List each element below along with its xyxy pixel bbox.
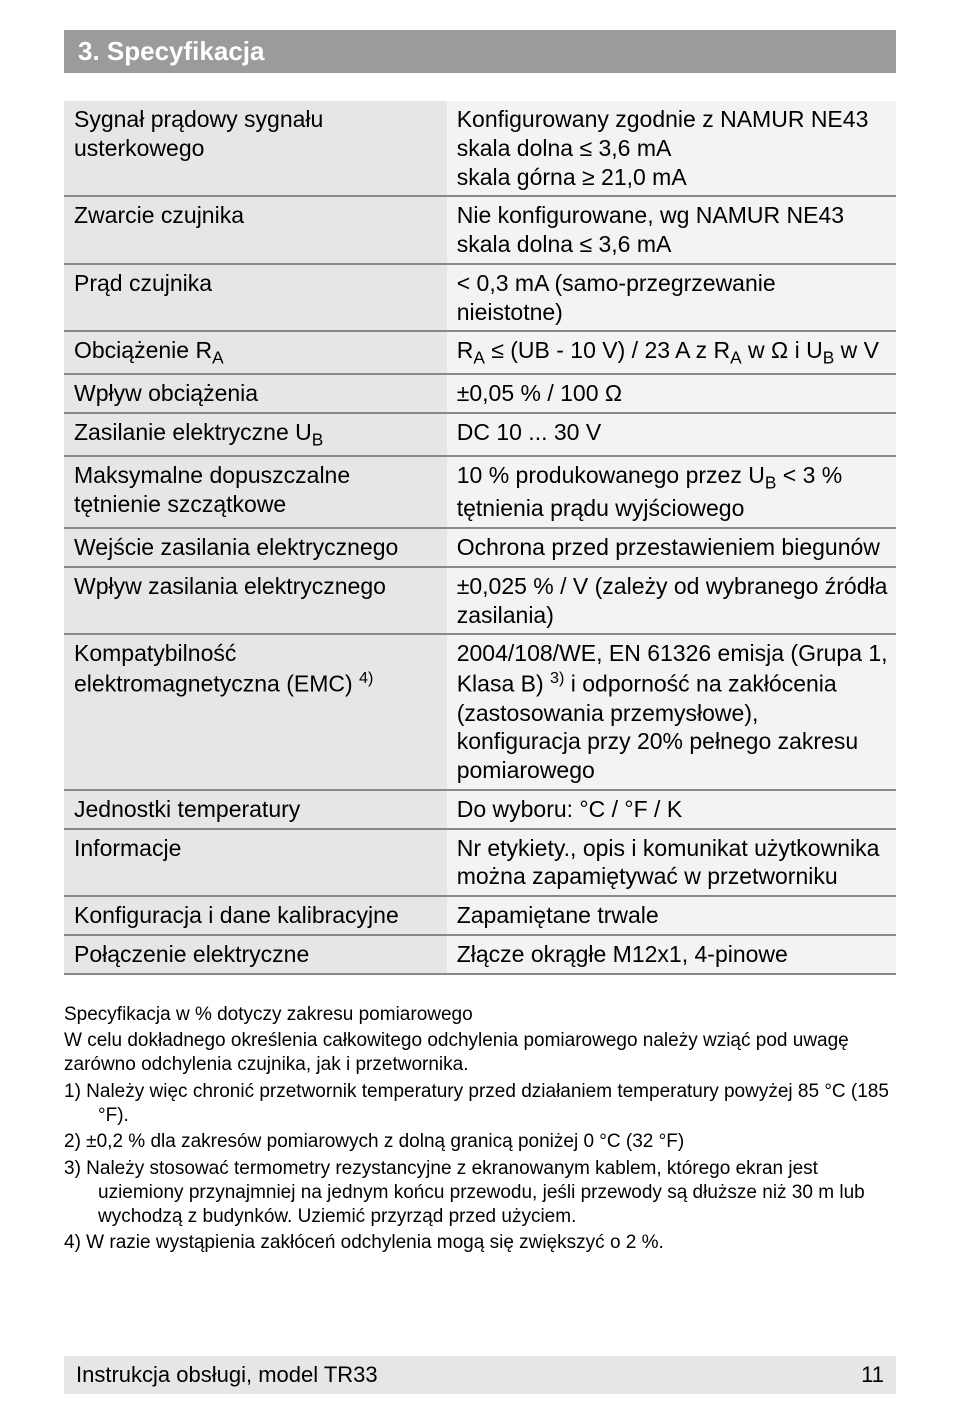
spec-value: Złącze okrągłe M12x1, 4-pinowe xyxy=(447,935,896,974)
spec-value: Zapamiętane trwale xyxy=(447,896,896,935)
spec-label: Wpływ obciążenia xyxy=(64,374,447,413)
spec-value: ±0,025 % / V (zależy od wybranego źródła… xyxy=(447,567,896,635)
notes-intro-line: W celu dokładnego określenia całkowitego… xyxy=(64,1029,896,1078)
spec-value: RA ≤ (UB - 10 V) / 23 A z RA w Ω i UB w … xyxy=(447,331,896,374)
spec-label: Zasilanie elektryczne UB xyxy=(64,413,447,456)
spec-value: Konfigurowany zgodnie z NAMUR NE43 skala… xyxy=(447,101,896,196)
spec-label: Prąd czujnika xyxy=(64,264,447,332)
page: 3. Specyfikacja Sygnał prądowy sygnału u… xyxy=(0,0,960,1424)
spec-label: Wejście zasilania elektrycznego xyxy=(64,528,447,567)
table-row: Kompatybilność elektromagnetyczna (EMC) … xyxy=(64,634,896,789)
table-row: Jednostki temperaturyDo wyboru: °C / °F … xyxy=(64,790,896,829)
spec-value: 2004/108/WE, EN 61326 emisja (Grupa 1, K… xyxy=(447,634,896,789)
spec-value: Nie konfigurowane, wg NAMUR NE43 skala d… xyxy=(447,196,896,264)
notes-intro-line: Specyfikacja w % dotyczy zakresu pomiaro… xyxy=(64,1003,896,1027)
table-row: Konfiguracja i dane kalibracyjneZapamięt… xyxy=(64,896,896,935)
footnote-item: 3) Należy stosować termometry rezystancy… xyxy=(64,1157,896,1230)
spec-label: Wpływ zasilania elektrycznego xyxy=(64,567,447,635)
table-row: Wejście zasilania elektrycznegoOchrona p… xyxy=(64,528,896,567)
spec-label: Obciążenie RA xyxy=(64,331,447,374)
table-row: Zasilanie elektryczne UBDC 10 ... 30 V xyxy=(64,413,896,456)
spec-label: Połączenie elektryczne xyxy=(64,935,447,974)
footnote-item: 2) ±0,2 % dla zakresów pomiarowych z dol… xyxy=(64,1130,896,1154)
table-row: Połączenie elektryczneZłącze okrągłe M12… xyxy=(64,935,896,974)
footnote-item: 1) Należy więc chronić przetwornik tempe… xyxy=(64,1080,896,1129)
table-row: Wpływ zasilania elektrycznego±0,025 % / … xyxy=(64,567,896,635)
spec-table: Sygnał prądowy sygnału usterkowegoKonfig… xyxy=(64,101,896,975)
spec-label: Informacje xyxy=(64,829,447,897)
table-row: Zwarcie czujnikaNie konfigurowane, wg NA… xyxy=(64,196,896,264)
table-row: Maksymalne dopuszczalne tętnienie szcząt… xyxy=(64,456,896,528)
table-row: Wpływ obciążenia±0,05 % / 100 Ω xyxy=(64,374,896,413)
footnote-item: 4) W razie wystąpienia zakłóceń odchylen… xyxy=(64,1231,896,1255)
spec-label: Maksymalne dopuszczalne tętnienie szcząt… xyxy=(64,456,447,528)
table-row: InformacjeNr etykiety., opis i komunikat… xyxy=(64,829,896,897)
table-row: Sygnał prądowy sygnału usterkowegoKonfig… xyxy=(64,101,896,196)
spec-label: Sygnał prądowy sygnału usterkowego xyxy=(64,101,447,196)
spec-value: 10 % produkowanego przez UB < 3 % tętnie… xyxy=(447,456,896,528)
footer-page-number: 11 xyxy=(861,1362,884,1388)
table-row: Prąd czujnika< 0,3 mA (samo-przegrzewani… xyxy=(64,264,896,332)
spec-value: Do wyboru: °C / °F / K xyxy=(447,790,896,829)
spec-value: Ochrona przed przestawieniem biegunów xyxy=(447,528,896,567)
spec-label: Zwarcie czujnika xyxy=(64,196,447,264)
notes-block: Specyfikacja w % dotyczy zakresu pomiaro… xyxy=(64,1003,896,1256)
spec-value: < 0,3 mA (samo-przegrzewanie nieistotne) xyxy=(447,264,896,332)
table-row: Obciążenie RARA ≤ (UB - 10 V) / 23 A z R… xyxy=(64,331,896,374)
spec-label: Konfiguracja i dane kalibracyjne xyxy=(64,896,447,935)
footer-left: Instrukcja obsługi, model TR33 xyxy=(76,1362,378,1388)
spec-label: Jednostki temperatury xyxy=(64,790,447,829)
spec-value: Nr etykiety., opis i komunikat użytkowni… xyxy=(447,829,896,897)
spec-label: Kompatybilność elektromagnetyczna (EMC) … xyxy=(64,634,447,789)
spec-value: DC 10 ... 30 V xyxy=(447,413,896,456)
spec-value: ±0,05 % / 100 Ω xyxy=(447,374,896,413)
section-header: 3. Specyfikacja xyxy=(64,30,896,73)
footer-bar: Instrukcja obsługi, model TR33 11 xyxy=(64,1356,896,1394)
